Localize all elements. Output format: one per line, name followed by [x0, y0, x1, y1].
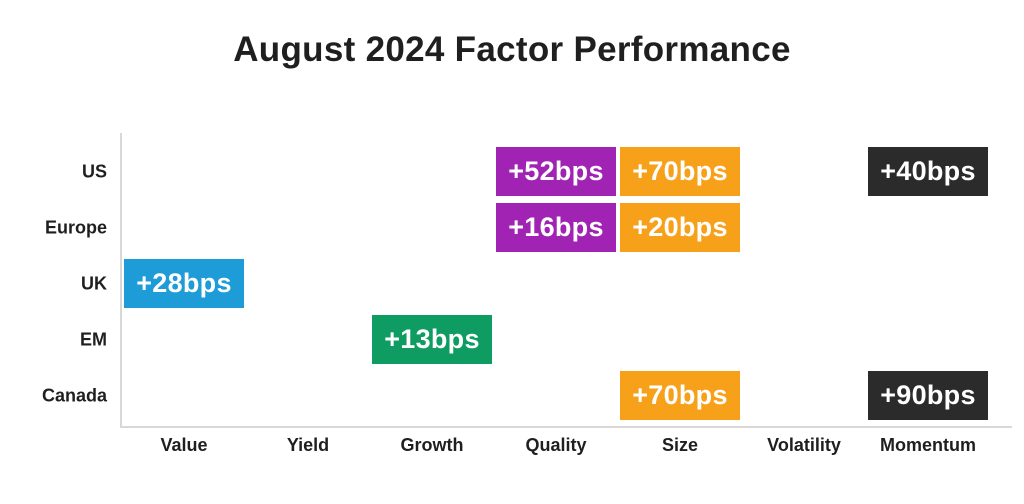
badge-us-quality: +52bps	[496, 147, 616, 196]
column-label-growth: Growth	[400, 435, 464, 455]
row-label-us: US	[81, 161, 107, 182]
row-label-em: EM	[80, 329, 107, 350]
badge-us-momentum: +40bps	[868, 147, 988, 196]
x-axis-line	[120, 426, 1012, 428]
badge-europe-quality: +16bps	[496, 203, 616, 252]
column-label-quality: Quality	[525, 435, 587, 455]
badge-europe-size: +20bps	[620, 203, 740, 252]
column-label-volatility: Volatility	[767, 435, 841, 455]
row-label-uk: UK	[81, 273, 107, 294]
row-label-europe: Europe	[44, 217, 107, 238]
badge-canada-momentum: +90bps	[868, 371, 988, 420]
y-axis-line	[120, 133, 122, 427]
column-label-value: Value	[160, 435, 208, 455]
badge-uk-value: +28bps	[124, 259, 244, 308]
badge-em-growth: +13bps	[372, 315, 492, 364]
badge-us-size: +70bps	[620, 147, 740, 196]
row-label-canada: Canada	[41, 385, 107, 406]
column-label-size: Size	[661, 435, 699, 455]
column-label-momentum: Momentum	[880, 435, 976, 455]
chart-title: August 2024 Factor Performance	[233, 30, 791, 69]
column-label-yield: Yield	[286, 435, 330, 455]
badge-canada-size: +70bps	[620, 371, 740, 420]
